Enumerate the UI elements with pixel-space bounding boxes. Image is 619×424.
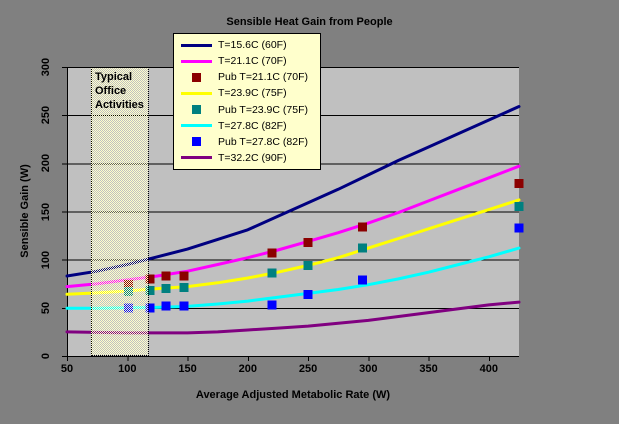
series-marker xyxy=(179,301,189,311)
legend-label: Pub T=21.1C (70F) xyxy=(218,71,308,84)
series-marker xyxy=(514,223,524,233)
legend-label: Pub T=23.9C (75F) xyxy=(218,103,308,116)
line-swatch-icon xyxy=(180,59,212,63)
y-tick-label: 50 xyxy=(40,301,52,314)
series-marker xyxy=(514,202,524,212)
series-marker xyxy=(514,179,524,189)
y-tick-label: 100 xyxy=(40,250,52,269)
x-tick-label: 50 xyxy=(60,363,74,375)
series-marker xyxy=(303,289,313,299)
legend-marker-swatch xyxy=(174,105,218,115)
x-tick-label: 400 xyxy=(479,363,499,375)
series-marker xyxy=(303,260,313,270)
x-axis-title: Average Adjusted Metabolic Rate (W) xyxy=(195,389,391,401)
series-marker xyxy=(145,274,155,284)
legend-line-swatch xyxy=(174,43,218,47)
legend-label: T=32.2C (90F) xyxy=(218,151,287,164)
legend-item: T=15.6C (60F) xyxy=(174,37,320,53)
series-marker xyxy=(303,237,313,247)
series-marker xyxy=(161,301,171,311)
annotation-band: Typical Office Activities xyxy=(91,67,149,356)
series-marker xyxy=(357,222,367,232)
square-marker-icon xyxy=(191,72,201,82)
annotation-band-line: Typical xyxy=(95,71,133,83)
x-tick-label: 300 xyxy=(359,363,378,375)
x-tick-label: 350 xyxy=(419,363,438,375)
legend-label: T=27.8C (82F) xyxy=(218,119,287,132)
line-swatch-icon xyxy=(180,91,212,95)
x-tick-label: 200 xyxy=(238,363,257,375)
series-marker xyxy=(267,268,277,278)
x-tick-label: 150 xyxy=(178,363,197,375)
series-marker xyxy=(145,286,155,295)
legend-item: Pub T=27.8C (82F) xyxy=(174,134,320,150)
y-tick-label: 300 xyxy=(40,57,52,77)
square-marker-icon xyxy=(191,137,201,147)
legend-item: Pub T=23.9C (75F) xyxy=(174,102,320,118)
legend-line-swatch xyxy=(174,124,218,128)
series-marker xyxy=(145,303,155,313)
legend-item: T=23.9C (75F) xyxy=(174,85,320,101)
legend-item: T=21.1C (70F) xyxy=(174,53,320,69)
series-marker xyxy=(161,271,171,281)
square-marker-icon xyxy=(191,105,201,115)
y-axis-title: Sensible Gain (W) xyxy=(19,164,31,258)
legend: T=15.6C (60F) T=21.1C (70F) Pub T=21.1C (7… xyxy=(173,33,321,170)
x-tick-label: 250 xyxy=(298,363,318,375)
y-tick-label: 200 xyxy=(40,154,52,173)
legend-line-swatch xyxy=(174,59,218,63)
legend-label: Pub T=27.8C (82F) xyxy=(218,135,308,148)
legend-label: T=23.9C (75F) xyxy=(218,87,287,100)
annotation-band-line: Office xyxy=(95,85,127,97)
y-tick-label: 250 xyxy=(40,105,52,125)
series-marker xyxy=(357,275,367,285)
series-marker xyxy=(179,271,189,281)
x-tick-label: 100 xyxy=(118,363,137,375)
legend-item: Pub T=21.1C (70F) xyxy=(174,69,320,85)
legend-marker-swatch xyxy=(174,72,218,82)
annotation-band-label: Typical Office Activities xyxy=(92,68,148,112)
legend-item: T=27.8C (82F) xyxy=(174,118,320,134)
line-swatch-icon xyxy=(180,156,212,160)
legend-label: T=15.6C (60F) xyxy=(218,39,287,52)
legend-line-swatch xyxy=(174,156,218,160)
chart-title: Sensible Heat Gain from People xyxy=(226,16,393,28)
annotation-band-line: Activities xyxy=(95,99,144,111)
series-marker xyxy=(357,243,367,253)
legend-label: T=21.1C (70F) xyxy=(218,55,287,68)
legend-line-swatch xyxy=(174,91,218,95)
line-swatch-icon xyxy=(180,124,212,128)
line-swatch-icon xyxy=(180,43,212,47)
legend-item: T=32.2C (90F) xyxy=(174,150,320,166)
series-marker xyxy=(179,283,189,293)
series-marker xyxy=(267,300,277,310)
series-marker xyxy=(161,284,171,294)
legend-marker-swatch xyxy=(174,137,218,147)
y-tick-label: 150 xyxy=(40,202,52,221)
series-marker xyxy=(267,248,277,258)
